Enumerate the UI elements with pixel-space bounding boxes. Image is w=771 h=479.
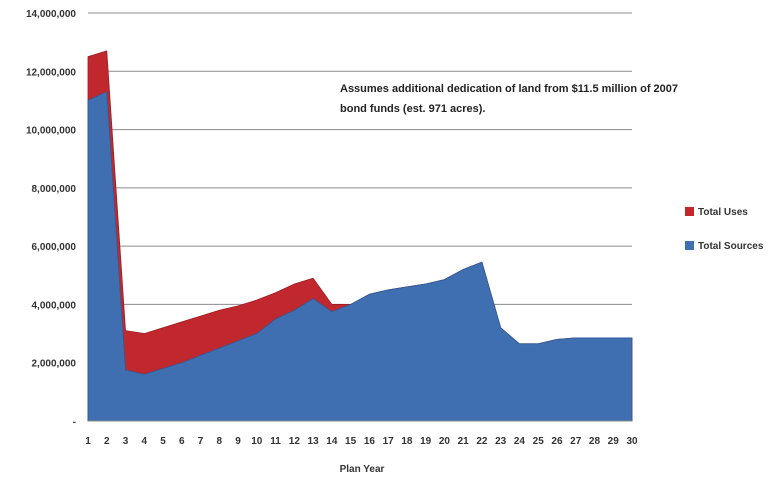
x-tick-label: 24 (514, 436, 526, 447)
x-tick-label: 20 (439, 436, 451, 447)
y-tick-label: 12,000,000 (26, 67, 76, 78)
x-tick-label: 2 (104, 436, 110, 447)
area-total-sources (87, 91, 633, 422)
y-tick-label: 6,000,000 (32, 242, 77, 253)
x-tick-label: 16 (364, 436, 376, 447)
x-tick-label: 5 (160, 436, 166, 447)
x-tick-label: 29 (608, 436, 620, 447)
x-tick-label: 18 (401, 436, 413, 447)
x-axis-title: Plan Year (340, 464, 385, 475)
y-tick-label: 10,000,000 (26, 126, 76, 137)
annotation-line-1: Assumes additional dedication of land fr… (340, 83, 678, 95)
gridlines (88, 12, 632, 364)
x-tick-label: 8 (217, 436, 223, 447)
x-tick-label: 23 (495, 436, 507, 447)
x-tick-label: 27 (570, 436, 582, 447)
annotation-line-2: bond funds (est. 971 acres). (340, 103, 485, 115)
x-tick-label: 1 (85, 436, 91, 447)
x-tick-label: 28 (589, 436, 601, 447)
x-tick-label: 6 (179, 436, 185, 447)
x-tick-label: 17 (383, 436, 395, 447)
x-tick-label: 21 (458, 436, 470, 447)
legend-label-total-sources: Total Sources (698, 241, 764, 252)
x-tick-label: 11 (270, 436, 281, 447)
x-tick-label: 30 (626, 436, 638, 447)
x-tick-label: 25 (533, 436, 545, 447)
legend: Total Uses Total Sources (685, 207, 764, 252)
y-tick-label: 14,000,000 (26, 9, 76, 20)
y-tick-label: 2,000,000 (32, 359, 77, 370)
x-tick-label: 4 (141, 436, 147, 447)
x-tick-label: 13 (308, 436, 320, 447)
x-tick-label: 15 (345, 436, 357, 447)
legend-label-total-uses: Total Uses (698, 207, 748, 218)
x-tick-label: 14 (326, 436, 338, 447)
y-tick-label: 4,000,000 (32, 300, 77, 311)
x-tick-label: 10 (251, 436, 263, 447)
x-tick-label: 22 (476, 436, 488, 447)
y-axis-ticks: - 2,000,000 4,000,000 6,000,000 8,000,000 10,… (26, 9, 76, 428)
legend-swatch-total-sources (685, 241, 694, 250)
area-series-layer (87, 50, 633, 422)
legend-swatch-total-uses (685, 207, 694, 216)
y-tick-label: - (73, 417, 76, 428)
x-tick-label: 9 (235, 436, 241, 447)
x-tick-label: 12 (289, 436, 301, 447)
x-tick-label: 3 (123, 436, 129, 447)
x-axis-ticks: 1 2 3 4 5 6 7 8 9 10 11 12 13 14 15 16 17 18 19 20 21 22 23 24 2… (85, 436, 638, 447)
y-tick-label: 8,000,000 (32, 184, 77, 195)
x-tick-label: 26 (551, 436, 563, 447)
x-tick-label: 7 (198, 436, 204, 447)
x-tick-label: 19 (420, 436, 432, 447)
